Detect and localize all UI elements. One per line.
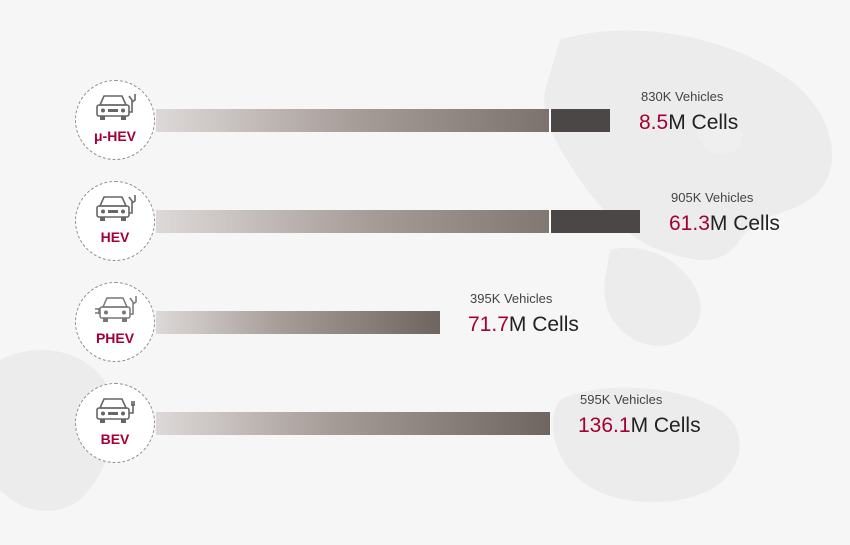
category-label: BEV <box>100 431 130 447</box>
car-fuel-icon <box>96 195 136 221</box>
category-label: HEV <box>100 229 130 245</box>
cells-value: 71.7 <box>468 313 509 336</box>
category-badge: BEV <box>75 383 155 463</box>
cells-unit: M Cells <box>668 111 739 134</box>
vehicles-label: 905K Vehicles <box>671 190 754 205</box>
bar <box>156 311 440 334</box>
cells-unit: M Cells <box>709 212 780 235</box>
cells-label: 136.1M Cells <box>578 414 701 438</box>
vehicles-label: 595K Vehicles <box>580 392 663 407</box>
chart-row: μ-HEV 830K Vehicles 8.5M Cells <box>0 80 850 180</box>
cells-label: 61.3M Cells <box>669 212 780 236</box>
category-badge: HEV <box>75 181 155 261</box>
electric-car-icon <box>96 398 135 423</box>
category-badge: μ-HEV <box>75 80 155 160</box>
plug-in-car-fuel-icon <box>95 296 137 322</box>
cells-unit: M Cells <box>630 414 701 437</box>
cells-value: 8.5 <box>639 111 669 134</box>
vehicles-label: 830K Vehicles <box>641 89 724 104</box>
bar <box>156 210 640 233</box>
bar <box>156 109 610 132</box>
bar-segment <box>549 210 640 233</box>
chart-row: PHEV 395K Vehicles 71.7M Cells <box>0 282 850 382</box>
chart-row: HEV 905K Vehicles 61.3M Cells <box>0 181 850 281</box>
bar-segment <box>549 109 610 132</box>
chart-row: BEV 595K Vehicles 136.1M Cells <box>0 383 850 483</box>
cells-label: 8.5M Cells <box>639 111 738 135</box>
bar <box>156 412 550 435</box>
cells-unit: M Cells <box>508 313 579 336</box>
category-badge: PHEV <box>75 282 155 362</box>
category-label: PHEV <box>95 330 135 346</box>
cells-value: 136.1 <box>578 414 631 437</box>
cells-value: 61.3 <box>669 212 710 235</box>
vehicles-label: 395K Vehicles <box>470 291 553 306</box>
car-fuel-icon <box>96 94 136 120</box>
category-label: μ-HEV <box>93 128 136 144</box>
cells-label: 71.7M Cells <box>468 313 579 337</box>
